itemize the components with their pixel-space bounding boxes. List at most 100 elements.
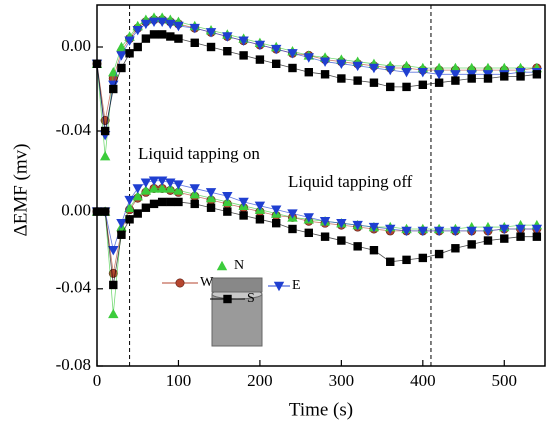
marker: [433, 70, 445, 80]
marker: [254, 40, 266, 51]
marker: [222, 196, 233, 207]
marker: [287, 209, 298, 219]
legend-label: E: [292, 278, 301, 293]
y-tick-label: -0.08: [56, 355, 91, 374]
marker: [141, 203, 151, 212]
marker: [165, 178, 176, 188]
marker: [255, 215, 265, 224]
marker: [433, 62, 445, 73]
y-tick-label: 0.00: [61, 36, 91, 55]
marker: [117, 230, 126, 239]
marker: [205, 188, 217, 198]
marker: [165, 19, 176, 30]
marker: [531, 224, 543, 235]
marker: [288, 224, 297, 234]
marker: [238, 36, 249, 46]
marker: [157, 30, 167, 39]
marker: [109, 84, 118, 94]
marker: [433, 226, 445, 237]
marker: [140, 178, 152, 188]
marker: [319, 57, 331, 67]
marker: [385, 65, 396, 76]
legend-label: S: [247, 291, 255, 306]
marker: [418, 80, 428, 89]
marker: [386, 82, 395, 92]
marker: [450, 70, 461, 80]
marker: [124, 202, 135, 212]
marker: [320, 232, 330, 241]
marker: [434, 249, 444, 259]
marker: [272, 218, 281, 228]
marker: [320, 70, 330, 79]
marker: [238, 197, 249, 208]
marker: [319, 217, 331, 227]
marker: [353, 242, 362, 251]
marker: [100, 207, 110, 216]
marker: [239, 51, 248, 60]
marker: [166, 197, 175, 207]
marker: [173, 180, 184, 190]
marker: [149, 30, 159, 39]
marker: [337, 236, 346, 245]
marker: [189, 189, 200, 199]
marker: [451, 244, 460, 253]
marker: [385, 224, 396, 235]
marker: [482, 226, 494, 237]
marker: [483, 236, 493, 245]
marker: [149, 199, 159, 209]
marker: [125, 49, 134, 58]
marker: [132, 26, 143, 36]
marker: [141, 34, 151, 43]
marker: [499, 62, 510, 73]
y-axis-label: ΔEMF (mv): [10, 144, 31, 237]
marker: [368, 63, 380, 74]
marker: [156, 183, 168, 193]
marker: [148, 17, 160, 27]
marker: [353, 76, 362, 85]
legend-label: N: [234, 258, 244, 273]
marker: [132, 190, 143, 201]
marker: [467, 74, 476, 83]
marker: [304, 228, 313, 238]
marker: [140, 185, 152, 195]
marker: [174, 197, 183, 207]
marker: [273, 281, 285, 292]
y-tick-label: -0.04: [56, 278, 92, 297]
marker: [450, 62, 461, 73]
marker: [116, 218, 127, 229]
x-tick-label: 300: [329, 371, 355, 390]
marker: [173, 185, 184, 195]
marker: [500, 234, 509, 243]
marker: [402, 255, 411, 265]
legend-label: W: [200, 275, 214, 290]
marker: [450, 226, 461, 237]
x-tick-label: 400: [410, 371, 436, 390]
marker: [499, 224, 510, 235]
marker: [205, 28, 217, 38]
marker: [386, 257, 395, 266]
x-axis-label: Time (s): [289, 399, 353, 420]
marker: [108, 308, 119, 319]
marker: [189, 23, 200, 34]
marker: [189, 184, 200, 194]
marker: [206, 203, 216, 212]
marker: [287, 49, 298, 59]
marker: [418, 253, 428, 263]
marker: [223, 207, 232, 216]
marker: [516, 72, 525, 81]
series-line: [97, 188, 537, 314]
marker: [483, 74, 493, 83]
marker: [500, 72, 509, 81]
marker: [417, 68, 429, 78]
marker: [148, 183, 160, 193]
plot-frame: [96, 4, 546, 367]
marker: [272, 59, 281, 68]
x-tick-label: 100: [166, 371, 192, 390]
annotation: Liquid tapping off: [288, 172, 413, 191]
marker: [239, 211, 248, 220]
marker: [175, 278, 185, 288]
cylinder-band: [211, 277, 263, 293]
marker: [337, 74, 346, 83]
marker: [222, 191, 233, 202]
